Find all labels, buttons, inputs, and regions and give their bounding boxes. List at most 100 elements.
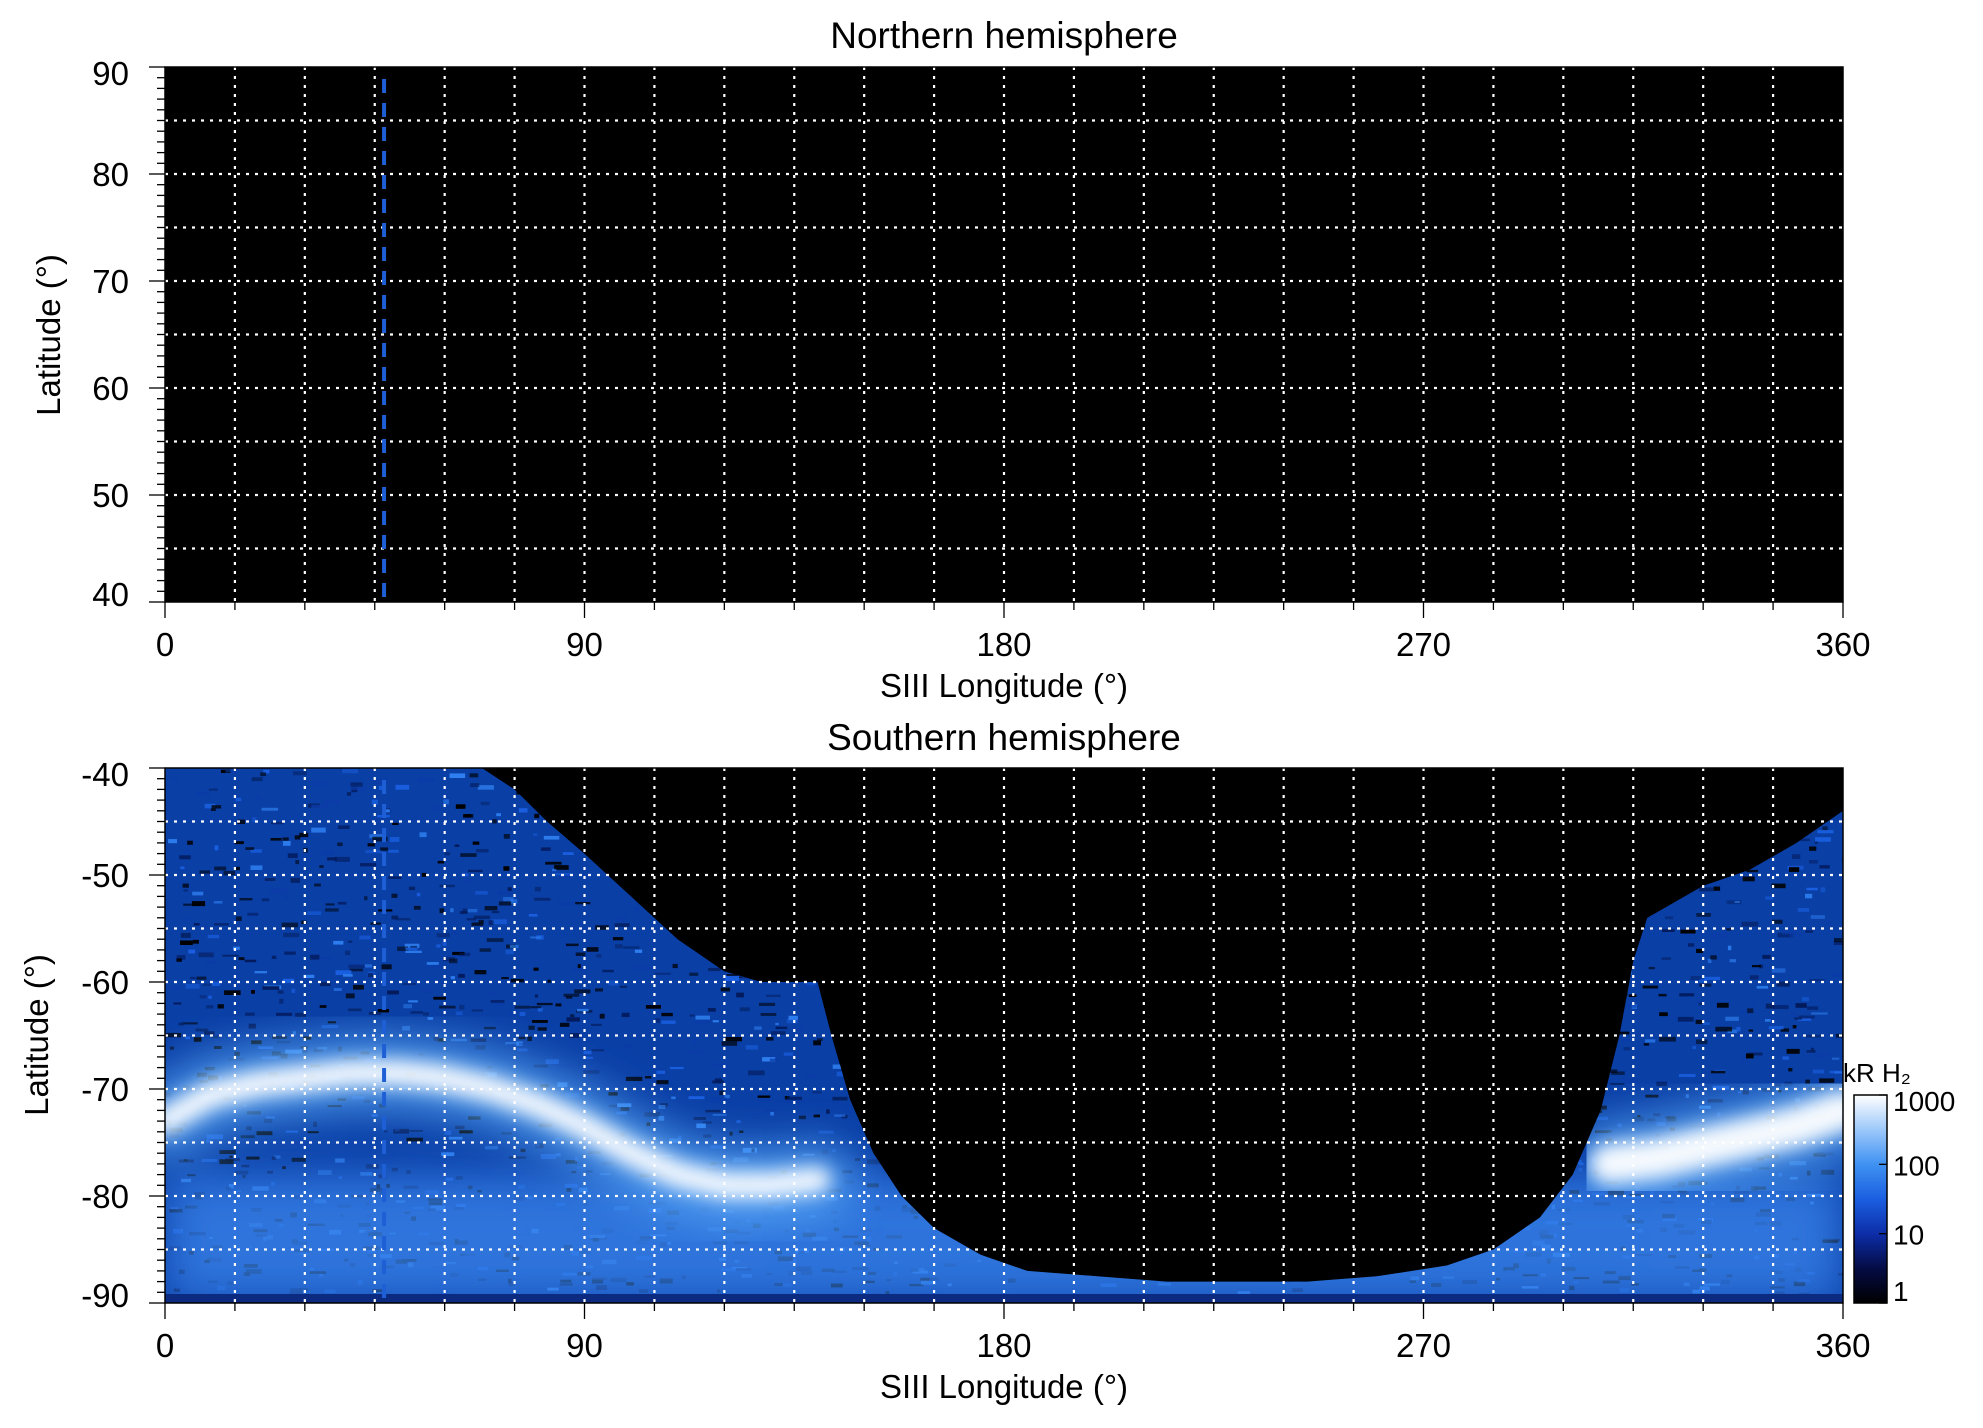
texture-speckle [1591, 1116, 1608, 1121]
texture-speckle [595, 925, 609, 930]
texture-speckle [1695, 1019, 1703, 1025]
texture-speckle [619, 985, 627, 988]
texture-speckle [410, 945, 418, 949]
texture-speckle [543, 835, 560, 840]
texture-speckle [1711, 932, 1728, 938]
texture-speckle [277, 990, 284, 994]
texture-speckle [201, 1159, 217, 1162]
texture-speckle [246, 1126, 252, 1131]
texture-speckle [490, 1000, 505, 1003]
texture-speckle [241, 1164, 250, 1168]
texture-speckle [587, 1068, 604, 1072]
texture-speckle [323, 799, 339, 804]
texture-speckle [1610, 1082, 1625, 1085]
texture-speckle [235, 1170, 249, 1175]
texture-speckle [263, 769, 270, 774]
south-x-axis-label: SIII Longitude (°) [880, 1368, 1128, 1405]
texture-speckle [444, 852, 451, 856]
texture-speckle [707, 1008, 716, 1012]
texture-speckle [608, 980, 619, 986]
y-tick-label: -80 [81, 1178, 129, 1215]
texture-speckle [1707, 958, 1712, 964]
texture-speckle [437, 860, 445, 864]
texture-speckle [410, 1011, 423, 1014]
texture-speckle [1685, 1094, 1689, 1098]
texture-speckle [261, 898, 270, 902]
texture-speckle [471, 1009, 484, 1012]
texture-speckle [224, 990, 241, 995]
texture-speckle [1645, 1094, 1659, 1098]
texture-speckle [817, 1132, 821, 1136]
texture-speckle [1810, 1047, 1815, 1053]
texture-speckle [426, 962, 439, 965]
texture-speckle [327, 1021, 337, 1024]
texture-speckle [404, 943, 420, 948]
x-tick-label: 180 [976, 626, 1031, 663]
texture-speckle [689, 972, 699, 976]
texture-speckle [784, 1096, 790, 1100]
texture-speckle [783, 1099, 800, 1104]
texture-speckle [250, 849, 262, 853]
texture-speckle [599, 1013, 605, 1019]
texture-speckle [190, 976, 196, 980]
south-grid [165, 768, 1843, 1303]
texture-speckle [267, 1170, 273, 1174]
texture-speckle [1662, 929, 1675, 932]
texture-speckle [187, 840, 193, 845]
texture-speckle [748, 1070, 765, 1076]
texture-speckle [1746, 1053, 1754, 1059]
texture-speckle [283, 840, 291, 846]
texture-speckle [1740, 1056, 1748, 1062]
texture-speckle [1792, 854, 1801, 859]
texture-speckle [758, 1098, 772, 1102]
texture-speckle [867, 1159, 884, 1165]
north-axes: 0 90 180 270 360 90 80 70 60 50 40 [92, 55, 1870, 663]
texture-speckle [283, 978, 295, 984]
texture-speckle [818, 1130, 834, 1134]
texture-speckle [565, 996, 573, 999]
texture-speckle [1712, 1085, 1730, 1090]
texture-speckle [574, 989, 591, 994]
texture-speckle [284, 951, 296, 955]
texture-speckle [443, 799, 449, 805]
texture-speckle [555, 1003, 562, 1007]
texture-speckle [213, 901, 223, 904]
texture-speckle [661, 1012, 673, 1017]
texture-speckle [654, 972, 671, 975]
texture-speckle [292, 1031, 296, 1035]
south-bottom-strip [165, 1294, 1843, 1303]
texture-speckle [416, 892, 421, 897]
texture-speckle [576, 1166, 584, 1169]
texture-speckle [1726, 928, 1732, 931]
y-tick-label: -40 [81, 756, 129, 793]
texture-speckle [1765, 1003, 1775, 1009]
texture-speckle [541, 847, 551, 851]
texture-speckle [1841, 857, 1843, 862]
texture-speckle [1833, 941, 1843, 945]
texture-speckle [1809, 846, 1817, 851]
texture-speckle [1621, 1038, 1628, 1041]
texture-speckle [770, 1031, 786, 1035]
texture-speckle [359, 935, 371, 940]
texture-speckle [262, 986, 280, 990]
texture-speckle [510, 899, 518, 904]
colorbar-tick-label: 1000 [1893, 1086, 1955, 1117]
texture-speckle [571, 1170, 577, 1174]
texture-speckle [397, 946, 409, 951]
texture-speckle [1834, 938, 1842, 943]
texture-speckle [423, 1012, 429, 1016]
texture-speckle [1782, 930, 1796, 935]
texture-speckle [644, 1112, 660, 1117]
texture-speckle [348, 964, 365, 969]
texture-speckle [736, 1120, 741, 1123]
texture-speckle [1677, 1016, 1694, 1022]
texture-speckle [489, 992, 497, 995]
texture-speckle [433, 996, 446, 1000]
texture-speckle [534, 813, 540, 819]
texture-speckle [214, 1046, 222, 1049]
texture-speckle [299, 832, 309, 838]
texture-speckle [335, 970, 352, 975]
texture-speckle [421, 872, 427, 877]
texture-speckle [372, 836, 388, 842]
texture-speckle [1806, 887, 1818, 891]
